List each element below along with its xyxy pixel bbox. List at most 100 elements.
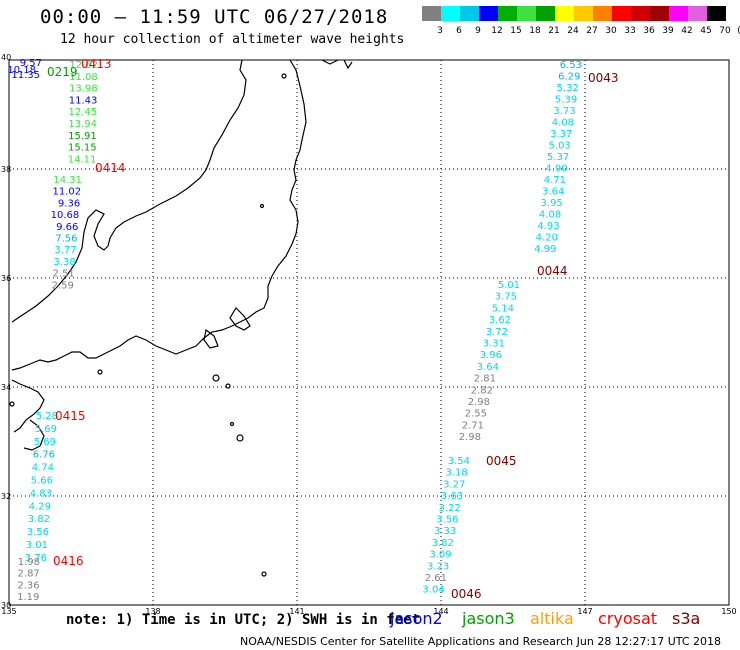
legend-swatch — [688, 6, 707, 21]
pass-id-label: 0044 — [537, 264, 568, 278]
lon-tick-label: 147 — [577, 607, 592, 616]
swh-value: 9.66 — [56, 222, 78, 233]
swh-value: 3.04 — [422, 585, 444, 596]
pass-id-label: 0416 — [53, 554, 84, 568]
swh-value: 11.08 — [69, 72, 98, 83]
swh-value: 3.56 — [436, 515, 458, 526]
swh-value: 5.66 — [31, 476, 53, 487]
swh-value: 4.71 — [544, 175, 566, 186]
swh-value: 14.11 — [68, 154, 97, 165]
swh-value: 2.98 — [468, 397, 490, 408]
legend-swatch — [441, 6, 460, 21]
swh-value: 3.77 — [54, 245, 76, 256]
pass-id-label: 0413 — [81, 57, 112, 71]
legend-tick-label: 33 — [624, 26, 635, 36]
swh-value: 15.15 — [68, 143, 97, 154]
swh-value: 6.53 — [560, 60, 582, 71]
legend-jason2: jason2 — [390, 609, 443, 628]
legend-swatch — [536, 6, 555, 21]
lat-tick-label: 38 — [1, 165, 11, 174]
pass-id-label: 0219 — [47, 65, 78, 79]
swh-value: 3.18 — [445, 468, 467, 479]
legend-swatch — [460, 6, 479, 21]
swh-value: 2.82 — [471, 385, 493, 396]
swh-value: 4.20 — [536, 233, 558, 244]
swh-value: 10.68 — [51, 210, 80, 221]
swh-value: 1.19 — [17, 592, 39, 603]
swh-value: 3.95 — [541, 198, 563, 209]
swh-value: 4.74 — [32, 463, 54, 474]
swh-value: 5.28 — [36, 411, 58, 422]
legend-tick-label: 24 — [567, 26, 579, 36]
legend-tick-label: 39 — [662, 26, 674, 36]
axis-labels: 135 138 141 144 147 150 30 32 34 36 38 40 — [1, 53, 737, 616]
swh-value: 3.96 — [480, 350, 502, 361]
legend-tick-label: 36 — [643, 26, 655, 36]
swh-value: 2.55 — [465, 409, 487, 420]
page-title: 00:00 – 11:59 UTC 06/27/2018 — [40, 6, 389, 28]
footer-note: note: 1) Time is in UTC; 2) SWH is in fe… — [66, 612, 421, 628]
legend-tick-label: 27 — [586, 26, 597, 36]
swh-value: 6.29 — [558, 72, 580, 83]
swh-value: 1.98 — [18, 557, 40, 568]
swh-value: 5.03 — [549, 141, 571, 152]
swh-value: 2.98 — [459, 432, 481, 443]
swh-value: 3.82 — [28, 514, 50, 525]
legend-swatch — [631, 6, 650, 21]
legend-tick-label: 12 — [491, 26, 502, 36]
legend-swatch — [612, 6, 631, 21]
swh-value: 4.29 — [29, 501, 51, 512]
swh-value: 3.64 — [477, 362, 499, 373]
legend-tick-label: 6 — [456, 26, 462, 36]
lon-tick-label: 138 — [145, 607, 160, 616]
swh-value: 4.90 — [545, 164, 567, 175]
swh-value: 2.61 — [425, 573, 447, 584]
swh-value: 12.45 — [69, 107, 98, 118]
swh-value: 5.32 — [557, 83, 579, 94]
swh-value: 3.33 — [434, 526, 456, 537]
lat-tick-label: 32 — [1, 492, 11, 501]
legend-swatch — [517, 6, 536, 21]
swh-value: 4.99 — [534, 244, 556, 255]
swh-value: 13.98 — [69, 84, 98, 95]
lon-tick-label: 135 — [1, 607, 16, 616]
legend-tick-label: (ft) — [737, 26, 740, 36]
legend-swatch — [422, 6, 441, 21]
pass-id-label: 0045 — [486, 454, 517, 468]
swh-value: 5.37 — [547, 152, 569, 163]
legend-tick-label: 9 — [475, 26, 481, 36]
legend-tick-label: 3 — [437, 26, 443, 36]
swh-value: 6.76 — [33, 450, 55, 461]
legend-s3a: s3a — [672, 609, 701, 628]
graticule — [9, 60, 729, 605]
swh-value: 15.91 — [68, 131, 97, 142]
legend-swatch — [650, 6, 669, 21]
map-frame — [8, 59, 730, 606]
swh-value: 3.72 — [486, 327, 508, 338]
swh-value: 3.54 — [448, 456, 470, 467]
swh-value: 5.01 — [498, 280, 520, 291]
swh-value: 4.83 — [30, 488, 52, 499]
legend-swatch — [707, 6, 726, 21]
legend-swatch — [498, 6, 517, 21]
footer-credit: NOAA/NESDIS Center for Satellite Applica… — [240, 635, 722, 648]
legend-tick-label: 21 — [548, 26, 559, 36]
swh-value: 2.59 — [52, 280, 74, 291]
swh-value: 3.23 — [427, 561, 449, 572]
legend-tick-label: 18 — [529, 26, 541, 36]
pass-id-label: 0043 — [588, 71, 619, 85]
lon-tick-label: 141 — [289, 607, 304, 616]
swh-value: 9.36 — [58, 198, 80, 209]
legend-tick-label: 15 — [510, 26, 521, 36]
swh-value: 4.93 — [537, 221, 559, 232]
swh-value: 3.31 — [483, 339, 505, 350]
swh-value: 13.94 — [68, 119, 97, 130]
coastline — [9, 59, 353, 577]
swh-value: 5.69 — [35, 424, 57, 435]
legend-altika: altika — [530, 609, 574, 628]
swh-value: 2.71 — [462, 420, 484, 431]
swh-value: 9.57 — [20, 58, 42, 69]
legend-swatch — [479, 6, 498, 21]
swh-value: 11.43 — [69, 95, 98, 106]
